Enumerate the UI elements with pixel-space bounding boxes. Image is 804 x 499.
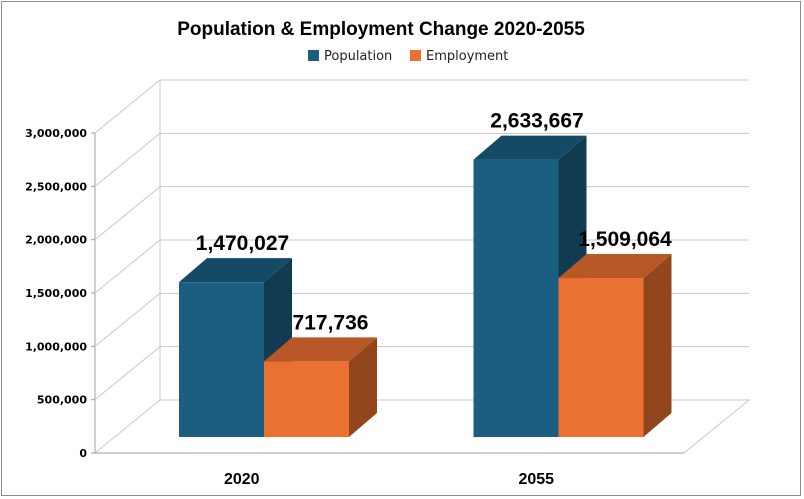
y-tick-label: 1,500,000 xyxy=(25,287,87,300)
bar-front xyxy=(558,278,644,437)
bar-front xyxy=(264,361,349,437)
y-tick-label: 0 xyxy=(79,447,87,460)
gridline xyxy=(94,79,749,134)
bar-front xyxy=(473,159,559,437)
data-label: 717,736 xyxy=(293,311,369,334)
bar-top xyxy=(264,337,377,362)
bar-side xyxy=(349,337,377,437)
legend-swatch-employment xyxy=(410,50,421,61)
bar-top xyxy=(473,135,587,160)
data-labels: 1,470,027 717,736 2,633,667 1,509,064 xyxy=(196,110,672,335)
bar-side xyxy=(643,254,672,437)
legend-swatch-population xyxy=(308,50,319,61)
y-axis-ticks: 0 500,000 1,000,000 1,500,000 2,000,000 2,500… xyxy=(25,127,95,460)
y-tick-label: 2,500,000 xyxy=(25,180,87,193)
x-tick-label: 2055 xyxy=(518,471,554,488)
legend: Population Employment xyxy=(308,49,508,64)
bars xyxy=(179,135,672,437)
data-label: 1,509,064 xyxy=(578,228,672,251)
bar-front xyxy=(179,282,264,437)
bar-employment-2055 xyxy=(558,254,672,437)
bar-employment-2020 xyxy=(264,337,377,437)
legend-label-population: Population xyxy=(324,49,392,64)
y-tick-label: 3,000,000 xyxy=(25,127,87,140)
legend-label-employment: Employment xyxy=(426,49,508,64)
gridline xyxy=(94,132,749,187)
floor xyxy=(94,399,751,454)
bar-top xyxy=(558,254,672,279)
y-tick-label: 500,000 xyxy=(37,394,87,407)
data-label: 2,633,667 xyxy=(490,110,583,133)
y-tick-label: 1,000,000 xyxy=(25,340,87,353)
x-axis-ticks: 2020 2055 xyxy=(224,471,554,488)
bar-top xyxy=(179,258,292,283)
y-tick-label: 2,000,000 xyxy=(25,234,87,247)
x-tick-label: 2020 xyxy=(224,471,260,488)
chart-title: Population & Employment Change 2020-2055 xyxy=(177,19,585,40)
data-label: 1,470,027 xyxy=(196,232,289,255)
